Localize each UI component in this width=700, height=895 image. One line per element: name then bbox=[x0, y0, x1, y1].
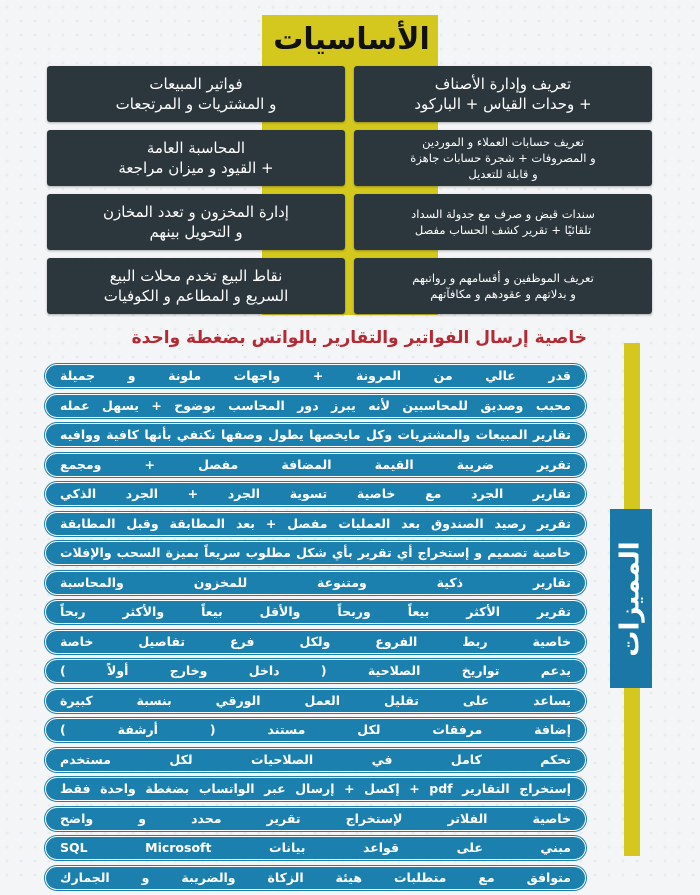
features-title-box: المميزات bbox=[610, 509, 652, 688]
basics-grid: تعريف وإدارة الأصناف + وحدات القياس + ال… bbox=[47, 66, 652, 314]
feature-item: تقارير المبيعات والمشتريات وكل مايخصها ي… bbox=[45, 423, 586, 447]
feature-item: تحكم كامل في الصلاحيات لكل مستخدم bbox=[45, 747, 586, 772]
feature-item: إضافة مرفقات لكل مستند ( أرشفة ) bbox=[45, 718, 586, 742]
feature-item: خاصية ربط الفروع ولكل فرع تفاصيل خاصة bbox=[45, 629, 586, 654]
basics-item: تعريف الموظفين و أقسامهم و رواتبهم و بدل… bbox=[354, 258, 652, 314]
basics-item: سندات قبض و صرف مع جدولة السداد تلقائيًا… bbox=[354, 194, 652, 250]
basics-item: المحاسبة العامة + القيود و ميزان مراجعة bbox=[47, 130, 345, 186]
features-yellow-bar-bottom bbox=[624, 684, 640, 856]
feature-item: متوافق مع متطلبات هيئة الزكاة والضريبة و… bbox=[45, 865, 586, 890]
feature-item: تقرير ضريبة القيمة المضافة مفصل + ومجمع bbox=[45, 452, 586, 477]
feature-item: إستخراج التقارير pdf + إكسل + إرسال عبر … bbox=[45, 777, 586, 801]
feature-item: تقارير الجرد مع خاصية تسوية الجرد + الجر… bbox=[45, 482, 586, 506]
feature-item: يساعد على تقليل العمل الورقي بنسبة كبيرة bbox=[45, 688, 586, 713]
basics-item: نقاط البيع تخدم محلات البيع السريع و الم… bbox=[47, 258, 345, 314]
feature-item: مبني على قواعد بيانات SQL Microsoft bbox=[45, 836, 586, 860]
feature-item: خاصية تصميم و إستخراج أي تقرير بأي شكل م… bbox=[45, 541, 586, 565]
basics-title-box: الأساسيات bbox=[265, 15, 438, 63]
whatsapp-heading: خاصية إرسال الفواتير والتقارير بالواتس ب… bbox=[131, 328, 587, 348]
features-title: المميزات bbox=[616, 540, 646, 657]
basics-title: الأساسيات bbox=[273, 21, 430, 57]
feature-item: تقارير ذكية ومتنوعة للمخزون والمحاسبة bbox=[45, 570, 586, 595]
basics-item: فواتير المبيعات و المشتريات و المرتجعات bbox=[47, 66, 345, 122]
feature-item: يدعم تواريخ الصلاحية ( داخل وخارج أولاً … bbox=[45, 659, 586, 683]
feature-item: خاصية الفلاتر لإستخراج تقرير محدد و واضح bbox=[45, 806, 586, 831]
feature-item: تقرير الأكثر بيعاً وربحاً والأقل بيعاً و… bbox=[45, 600, 586, 624]
features-yellow-bar-top bbox=[624, 343, 640, 513]
feature-item: محبب وصديق للمحاسبين لأنه يبرز دور المحا… bbox=[45, 393, 586, 418]
feature-item: قدر عالي من المرونة + واجهات ملونة و جمي… bbox=[45, 364, 586, 388]
basics-item: تعريف حسابات العملاء و الموردين و المصرو… bbox=[354, 130, 652, 186]
feature-item: تقرير رصيد الصندوق بعد العمليات مفصل + ب… bbox=[45, 511, 586, 536]
features-list: قدر عالي من المرونة + واجهات ملونة و جمي… bbox=[45, 364, 586, 895]
basics-item: تعريف وإدارة الأصناف + وحدات القياس + ال… bbox=[354, 66, 652, 122]
basics-item: إدارة المخزون و تعدد المخازن و التحويل ب… bbox=[47, 194, 345, 250]
